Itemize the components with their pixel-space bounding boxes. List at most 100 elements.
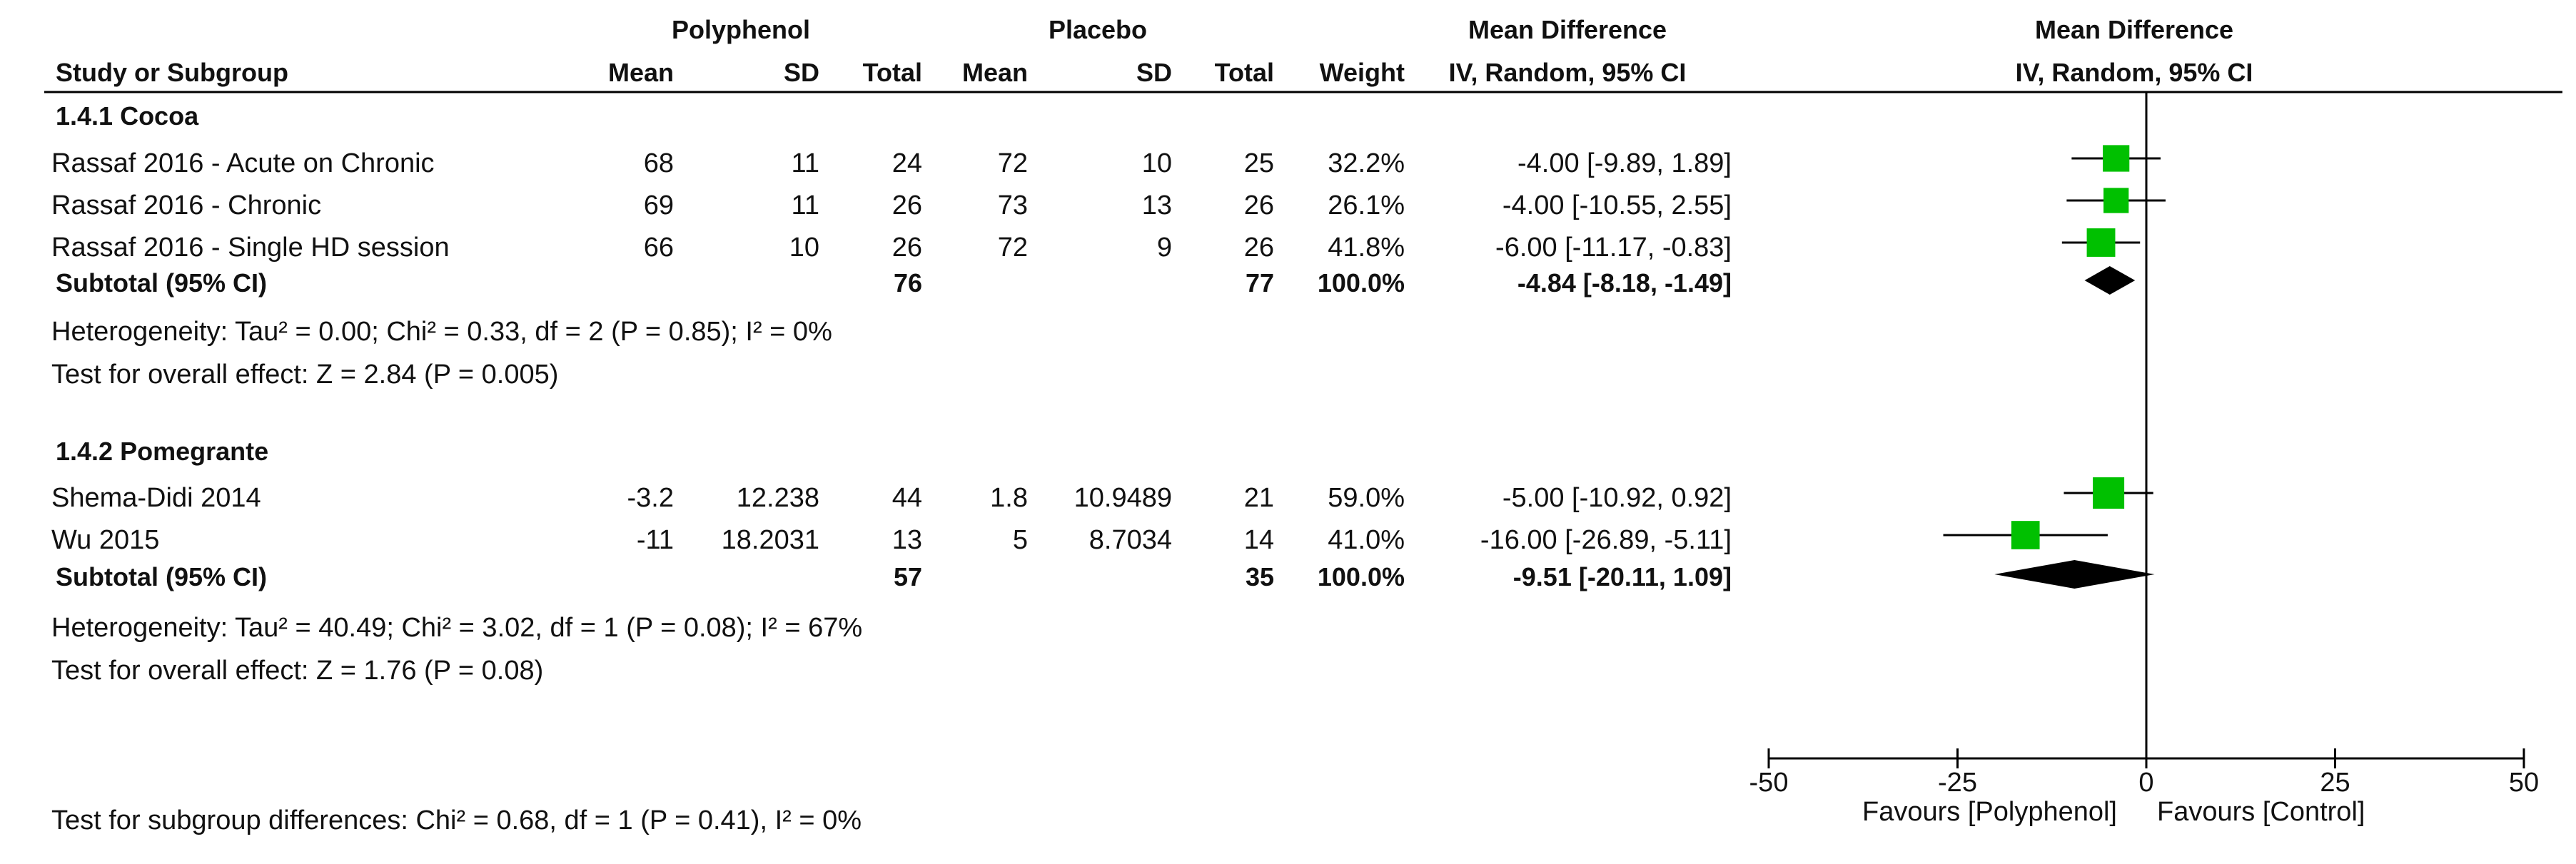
weight-cell: 59.0%	[1328, 483, 1405, 513]
subtotal-diamond	[1994, 560, 2155, 589]
sd2-cell: 9	[1157, 233, 1172, 263]
study-column-header: Study or Subgroup	[56, 58, 288, 87]
sd1-cell: 11	[792, 190, 819, 220]
x-tick-label: 50	[2509, 768, 2539, 798]
subtotal-ci: -9.51 [-20.11, 1.09]	[1513, 562, 1732, 591]
subgroup-1-title: 1.4.1 Cocoa	[56, 101, 199, 131]
mean2-cell: 5	[1013, 525, 1028, 555]
study-row-rassaf-acute: Rassaf 2016 - Acute on Chronic 68 11 24 …	[51, 148, 1732, 178]
total2-cell: 26	[1244, 233, 1274, 263]
total1-cell: 13	[892, 525, 922, 555]
total1-cell: 26	[892, 190, 922, 220]
overall-effect-1: Test for overall effect: Z = 2.84 (P = 0…	[51, 360, 558, 390]
subtotal-row-1: Subtotal (95% CI) 76 77 100.0% -4.84 [-8…	[56, 268, 1732, 298]
study-row-rassaf-chronic: Rassaf 2016 - Chronic 69 11 26 73 13 26 …	[51, 190, 1732, 220]
sd1-cell: 10	[789, 233, 819, 263]
weight-cell: 41.0%	[1328, 525, 1405, 555]
total2-cell: 14	[1244, 525, 1274, 555]
mean2-cell: 1.8	[990, 483, 1028, 513]
mean2-cell: 73	[998, 190, 1028, 220]
sd2-cell: 8.7034	[1089, 525, 1172, 555]
effect-title-header: Mean Difference	[1468, 15, 1667, 44]
sd2-cell: 10.9489	[1074, 483, 1172, 513]
sd1-cell: 18.2031	[722, 525, 819, 555]
x-tick-label: 25	[2320, 768, 2350, 798]
effect-method-header: IV, Random, 95% CI	[1449, 58, 1687, 87]
subtotal-total1: 57	[894, 562, 922, 591]
total2-cell: 21	[1244, 483, 1274, 513]
study-effect-marker	[2086, 228, 2116, 257]
study-effect-marker	[2011, 521, 2040, 549]
sd1-column-header: SD	[784, 58, 819, 87]
subtotal-row-2: Subtotal (95% CI) 57 35 100.0% -9.51 [-2…	[56, 562, 1732, 591]
ci-cell: -6.00 [-11.17, -0.83]	[1495, 233, 1732, 263]
mean1-cell: -3.2	[627, 483, 674, 513]
mean1-cell: 69	[644, 190, 674, 220]
subtotal-diamond	[2084, 266, 2136, 295]
study-effect-marker	[2093, 477, 2125, 509]
study-name: Rassaf 2016 - Single HD session	[51, 233, 450, 263]
total1-cell: 44	[892, 483, 922, 513]
favours-right-label: Favours [Control]	[2157, 797, 2365, 827]
study-row-shema-didi: Shema-Didi 2014 -3.2 12.238 44 1.8 10.94…	[51, 483, 1732, 513]
total2-column-header: Total	[1215, 58, 1274, 87]
group2-header: Placebo	[1049, 15, 1147, 44]
study-name: Wu 2015	[51, 525, 159, 555]
subtotal-label: Subtotal (95% CI)	[56, 268, 267, 298]
subtotal-total1: 76	[894, 268, 922, 298]
subgroup-differences-test: Test for subgroup differences: Chi² = 0.…	[51, 805, 862, 835]
subtotal-total2: 35	[1246, 562, 1274, 591]
mean1-cell: 66	[644, 233, 674, 263]
total2-cell: 25	[1244, 148, 1274, 178]
study-row-rassaf-single-hd: Rassaf 2016 - Single HD session 66 10 26…	[51, 233, 1732, 263]
ci-cell: -4.00 [-10.55, 2.55]	[1502, 190, 1732, 220]
subtotal-total2: 77	[1246, 268, 1274, 298]
group1-header: Polyphenol	[672, 15, 810, 44]
sd1-cell: 11	[792, 148, 819, 178]
ci-cell: -5.00 [-10.92, 0.92]	[1502, 483, 1732, 513]
heterogeneity-2: Heterogeneity: Tau² = 40.49; Chi² = 3.02…	[51, 613, 862, 643]
x-tick-label: -25	[1938, 768, 1977, 798]
subtotal-ci: -4.84 [-8.18, -1.49]	[1517, 268, 1732, 298]
weight-cell: 32.2%	[1328, 148, 1405, 178]
study-effect-marker	[2103, 145, 2130, 172]
weight-cell: 41.8%	[1328, 233, 1405, 263]
plot-title-header: Mean Difference	[2035, 15, 2233, 44]
weight-cell: 26.1%	[1328, 190, 1405, 220]
sd2-cell: 10	[1142, 148, 1172, 178]
total2-cell: 26	[1244, 190, 1274, 220]
subtotal-label: Subtotal (95% CI)	[56, 562, 267, 591]
overall-effect-2: Test for overall effect: Z = 1.76 (P = 0…	[51, 656, 543, 686]
mean2-cell: 72	[998, 148, 1028, 178]
mean1-column-header: Mean	[608, 58, 674, 87]
total1-cell: 26	[892, 233, 922, 263]
sd1-cell: 12.238	[737, 483, 819, 513]
ci-cell: -4.00 [-9.89, 1.89]	[1517, 148, 1732, 178]
ci-cell: -16.00 [-26.89, -5.11]	[1480, 525, 1732, 555]
total1-column-header: Total	[863, 58, 922, 87]
study-row-wu: Wu 2015 -11 18.2031 13 5 8.7034 14 41.0%…	[51, 525, 1732, 555]
x-tick-label: -50	[1749, 768, 1789, 798]
study-name: Rassaf 2016 - Chronic	[51, 190, 321, 220]
heterogeneity-1: Heterogeneity: Tau² = 0.00; Chi² = 0.33,…	[51, 317, 832, 347]
sd2-cell: 13	[1142, 190, 1172, 220]
study-name: Rassaf 2016 - Acute on Chronic	[51, 148, 435, 178]
subgroup-2-title: 1.4.2 Pomegrante	[56, 437, 268, 466]
sd2-column-header: SD	[1136, 58, 1172, 87]
plot-method-header: IV, Random, 95% CI	[2016, 58, 2253, 87]
subtotal-weight: 100.0%	[1318, 562, 1405, 591]
subtotal-weight: 100.0%	[1318, 268, 1405, 298]
mean1-cell: -11	[637, 525, 674, 555]
total1-cell: 24	[892, 148, 922, 178]
mean1-cell: 68	[644, 148, 674, 178]
forest-plot-area: -50 -25 0 25 50	[1749, 92, 2539, 798]
mean2-column-header: Mean	[962, 58, 1028, 87]
weight-column-header: Weight	[1320, 58, 1405, 87]
favours-left-label: Favours [Polyphenol]	[1862, 797, 2117, 827]
study-effect-marker	[2103, 188, 2129, 213]
mean2-cell: 72	[998, 233, 1028, 263]
x-tick-label: 0	[2138, 768, 2153, 798]
study-name: Shema-Didi 2014	[51, 483, 261, 513]
